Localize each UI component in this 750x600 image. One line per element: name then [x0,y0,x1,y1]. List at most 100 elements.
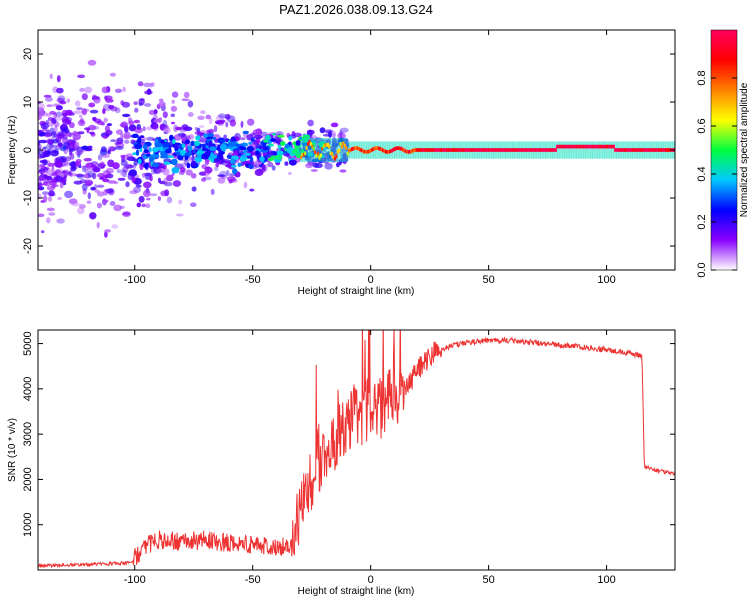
spectrogram-cell [170,113,176,118]
spectrogram-cell [119,205,126,209]
spectrogram-cell [128,120,135,126]
spectrogram-cell [46,217,51,224]
spectrogram-cell [43,132,53,137]
spectrogram-cell [271,165,276,171]
spectrogram-cell [78,204,86,209]
carrier-line [641,148,644,152]
spectrogram-cell [103,174,109,178]
carrier-band [568,141,572,159]
spectrogram-cell [201,148,209,151]
spectrogram-cell [225,121,229,128]
carrier-line [299,155,303,160]
carrier-line [387,150,390,154]
spectrogram-cell [55,111,63,118]
spectrogram-cell [249,156,254,163]
spectrogram-cell [102,178,110,183]
carrier-band [328,138,332,162]
spectrogram-cell [46,138,53,145]
spectrogram-cell [190,202,197,207]
spectrogram-cell [57,95,66,103]
carrier-line [404,149,407,153]
spectrogram-cell [61,136,69,144]
spectrogram-cell [307,152,314,157]
spectrogram-cell [134,127,143,134]
snr-series-line [38,330,675,569]
carrier-line [316,151,320,156]
spectrogram-cell [163,177,168,186]
spectrogram-cell [92,96,100,99]
carrier-band [330,138,334,162]
carrier-line [604,144,607,149]
spectrogram-cell [86,127,90,134]
carrier-line [476,148,479,152]
carrier-band [344,138,348,162]
spectrogram-cell [140,137,147,141]
spectrogram-cell [81,93,88,101]
spectrogram-cell [104,95,113,101]
carrier-line [614,148,617,152]
spectrogram-x-axis: -100 -50 0 50 100 [124,30,616,286]
spectrogram-cell [190,140,195,147]
spectrogram-cell [43,181,49,186]
spectrogram-cell [39,155,46,159]
carrier-band [580,141,584,159]
spectrogram-cell [87,170,94,178]
spectrogram-cell [136,202,142,208]
x-tick-label: -50 [245,274,261,286]
carrier-line [465,148,468,152]
spectrogram-cell [38,103,45,111]
spectrogram-cell [46,104,53,108]
spectrogram-cell [133,119,141,124]
carrier-band [342,138,346,162]
carrier-line [566,144,569,149]
spectrogram-cell [45,96,53,102]
spectrogram-cell [87,192,92,200]
carrier-band [566,141,570,159]
carrier-band [611,141,615,159]
carrier-band [606,141,610,159]
spectrogram-cell [310,169,318,172]
carrier-line [533,148,536,152]
carrier-band [375,141,379,159]
spectrogram-cell [277,134,285,138]
spectrogram-cell [39,132,45,137]
carrier-line [432,148,436,152]
spectrogram-cell [239,137,246,141]
carrier-line [580,144,583,149]
spectrogram-cell [214,138,219,143]
carrier-line [658,148,661,152]
x-tick-label: -100 [124,274,146,286]
carrier-line [459,148,462,152]
carrier-band [396,141,400,159]
carrier-line [587,144,590,149]
carrier-line [356,146,359,151]
spectrogram-cell [38,139,48,144]
carrier-line [447,148,450,152]
spectrogram-cell [128,124,137,132]
spectrogram-cell [143,189,151,198]
spectrogram-cell [69,122,75,129]
carrier-line [401,147,404,152]
carrier-line [564,144,567,149]
spectrogram-cell [70,161,76,169]
spectrogram-cell [155,141,162,148]
spectrogram-cell [144,162,149,170]
spectrogram-cell [90,161,99,166]
spectrogram-image [38,59,675,238]
spectrogram-cell [206,138,210,144]
carrier-line [350,147,353,151]
spectrogram-cell [170,121,176,125]
carrier-line [406,149,409,154]
spectrogram-cell [221,159,230,163]
spectrogram-cell [262,152,267,157]
carrier-line [489,148,492,152]
spectrogram-cell [120,132,124,139]
spectrogram-cell [158,117,163,121]
spectrogram-cell [61,127,70,134]
carrier-line [451,148,454,152]
carrier-line [353,146,356,150]
spectrogram-cell [250,132,256,136]
carrier-line [526,148,529,152]
carrier-line [362,149,365,153]
